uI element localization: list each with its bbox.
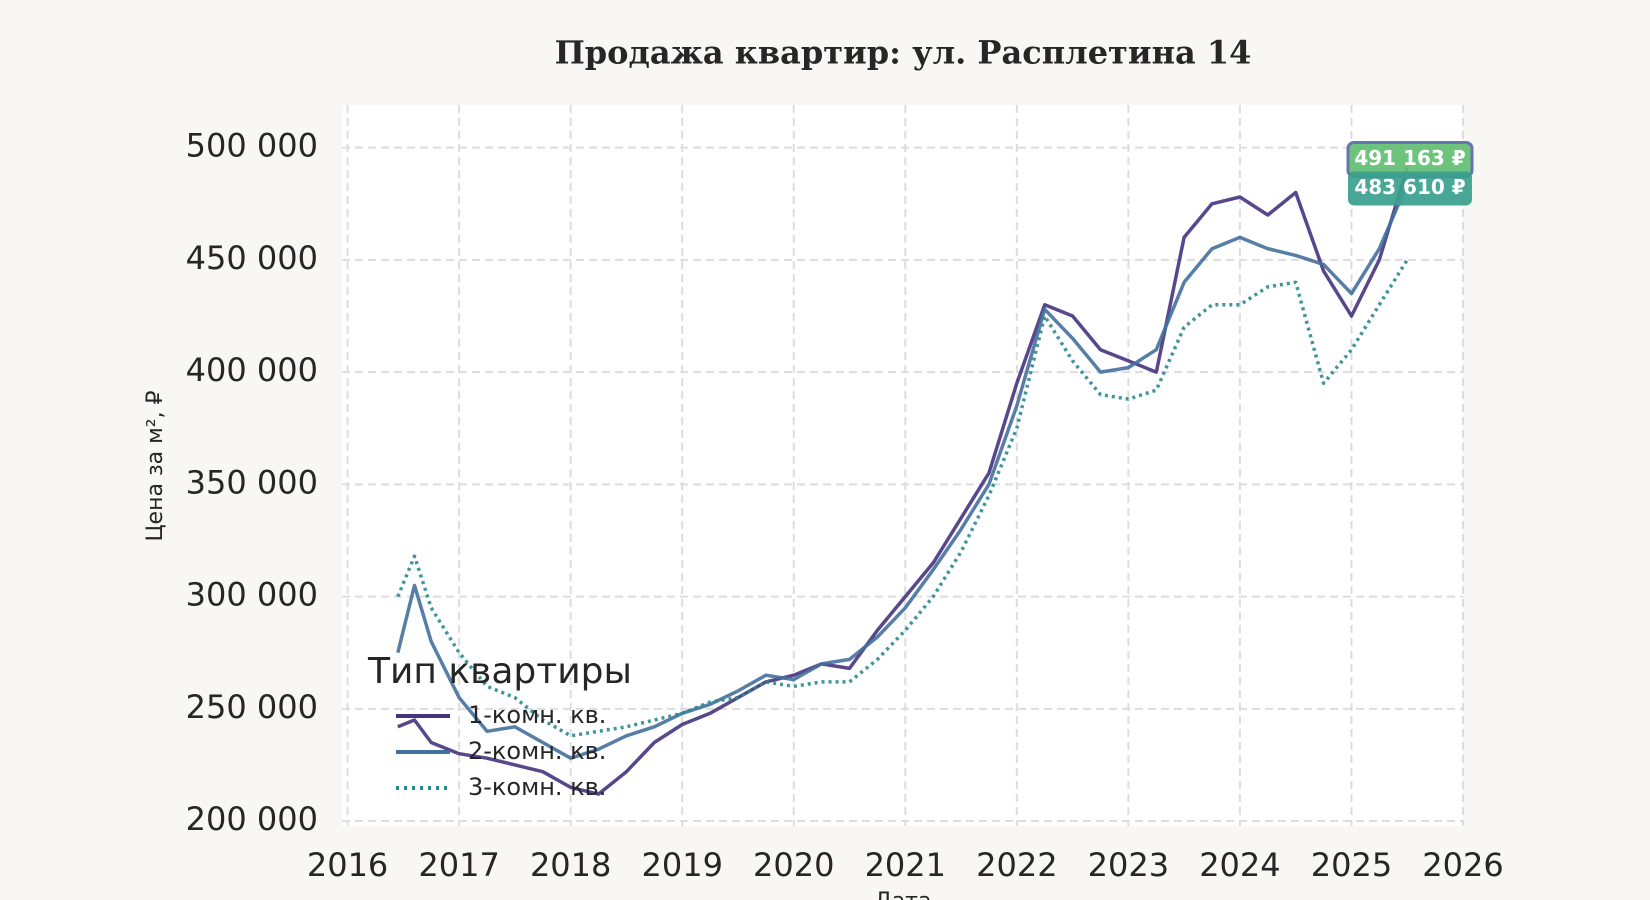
line-series (397, 166, 1409, 796)
y-tick-label: 500 000 (186, 127, 318, 165)
legend-label: 2-комн. кв. (468, 737, 606, 765)
x-tick-label: 2024 (1199, 846, 1280, 884)
x-tick-label: 2017 (418, 846, 499, 884)
legend-label: 1-комн. кв. (468, 701, 606, 729)
plot-area (342, 105, 1463, 826)
x-tick-label: 2020 (753, 846, 834, 884)
x-tick-label: 2023 (1088, 846, 1169, 884)
x-tick-label: 2022 (976, 846, 1057, 884)
x-tick-label: 2026 (1422, 846, 1503, 884)
y-axis-label: Цена за м², ₽ (143, 390, 168, 541)
annotation-label: 491 163 ₽ (1354, 146, 1465, 170)
annotation-box (1348, 171, 1472, 206)
x-tick-label: 2021 (865, 846, 946, 884)
y-tick-label: 450 000 (186, 239, 318, 277)
x-tick-label: 2025 (1311, 846, 1392, 884)
x-axis-label: Дата (875, 889, 932, 900)
y-tick-label: 350 000 (186, 463, 318, 501)
y-tick-label: 400 000 (186, 351, 318, 389)
chart-title: Продажа квартир: ул. Расплетина 14 (555, 34, 1252, 72)
x-tick-label: 2016 (307, 846, 388, 884)
legend-label: 3-комн. кв. (468, 773, 606, 801)
y-tick-label: 250 000 (186, 688, 318, 726)
y-tick-label: 300 000 (186, 576, 318, 614)
line-series (396, 183, 1409, 760)
x-tick-label: 2018 (530, 846, 611, 884)
legend-title: Тип квартиры (367, 651, 632, 692)
y-tick-label: 200 000 (186, 800, 318, 838)
annotation-label: 483 610 ₽ (1354, 175, 1465, 199)
x-tick-label: 2019 (641, 846, 722, 884)
